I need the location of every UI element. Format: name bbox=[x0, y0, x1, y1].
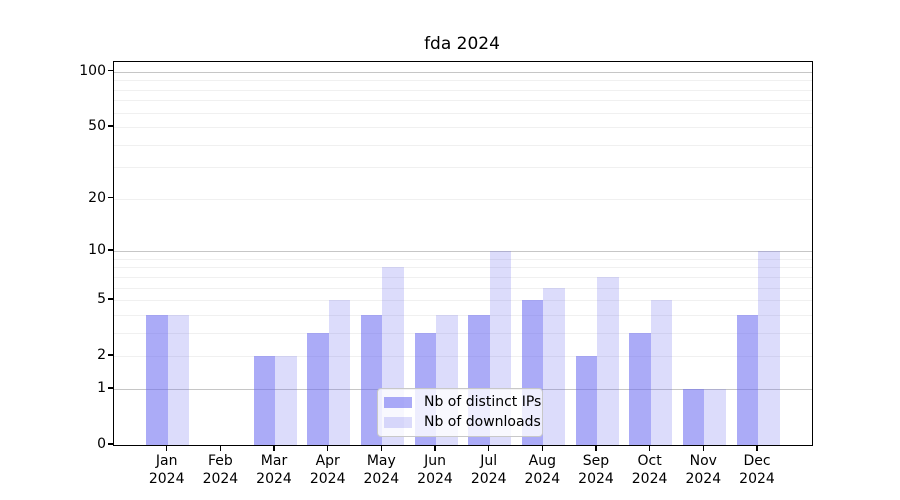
legend-entry-downloads: Nb of downloads bbox=[384, 414, 541, 431]
bar-downloads bbox=[167, 314, 190, 445]
y-tick-mark bbox=[108, 443, 113, 445]
bar-downloads bbox=[328, 300, 351, 445]
x-tick-mark bbox=[165, 445, 168, 451]
minor-gridline bbox=[114, 332, 812, 334]
minor-gridline bbox=[114, 356, 812, 358]
minor-gridline bbox=[114, 198, 812, 200]
x-tick-label: Apr 2024 bbox=[309, 453, 346, 487]
x-tick-mark bbox=[595, 445, 597, 451]
bar-downloads bbox=[704, 388, 726, 445]
minor-gridline bbox=[114, 300, 812, 302]
x-tick-mark bbox=[273, 445, 275, 451]
bar-downloads bbox=[275, 356, 297, 445]
minor-gridline bbox=[114, 144, 812, 146]
x-tick-label: Sep 2024 bbox=[578, 453, 614, 487]
bar-downloads bbox=[758, 251, 780, 445]
bar-distinct-ips bbox=[360, 314, 383, 445]
y-tick-label: 2 bbox=[97, 347, 106, 364]
x-tick-mark bbox=[541, 445, 544, 451]
y-tick-label: 1 bbox=[97, 379, 106, 396]
minor-gridline bbox=[114, 287, 812, 289]
y-tick-label: 0 bbox=[97, 436, 106, 452]
x-tick-label: Jun 2024 bbox=[417, 453, 453, 487]
legend-label-downloads: Nb of downloads bbox=[424, 414, 541, 430]
minor-gridline bbox=[114, 167, 812, 169]
y-tick-label: 5 bbox=[97, 291, 106, 308]
bar-distinct-ips bbox=[682, 388, 705, 445]
legend-label-distinct-ips: Nb of distinct IPs bbox=[424, 394, 542, 410]
bar-distinct-ips bbox=[146, 314, 168, 445]
y-tick-mark bbox=[108, 125, 113, 127]
y-tick-mark bbox=[108, 69, 113, 72]
x-tick-label: Mar 2024 bbox=[256, 453, 292, 487]
y-tick-mark bbox=[108, 249, 113, 251]
x-tick-mark bbox=[487, 445, 490, 451]
x-tick-label: Jul 2024 bbox=[470, 453, 507, 487]
y-tick-mark bbox=[108, 387, 113, 389]
y-tick-label: 10 bbox=[88, 242, 106, 258]
minor-gridline bbox=[114, 89, 812, 91]
x-tick-mark bbox=[434, 445, 436, 451]
bar-downloads bbox=[543, 287, 565, 445]
minor-gridline bbox=[114, 258, 812, 260]
minor-gridline bbox=[114, 276, 812, 278]
x-tick-mark bbox=[702, 445, 705, 451]
x-tick-label: Aug 2024 bbox=[524, 453, 561, 487]
x-tick-label: Nov 2024 bbox=[685, 453, 722, 487]
x-tick-mark bbox=[219, 445, 222, 451]
x-tick-mark bbox=[648, 445, 651, 451]
bar-downloads bbox=[650, 300, 673, 445]
y-tick-mark bbox=[108, 298, 113, 300]
minor-gridline bbox=[114, 80, 812, 82]
legend-entry-distinct-ips: Nb of distinct IPs bbox=[384, 394, 541, 411]
x-tick-label: Dec 2024 bbox=[739, 453, 775, 487]
major-gridline bbox=[114, 251, 812, 252]
grid-layer bbox=[114, 62, 812, 445]
minor-gridline bbox=[114, 267, 812, 269]
legend-swatch-downloads bbox=[384, 417, 412, 428]
x-tick-mark bbox=[756, 445, 758, 451]
bar-distinct-ips bbox=[629, 332, 651, 445]
minor-gridline bbox=[114, 100, 812, 102]
legend-swatch-distinct-ips bbox=[384, 397, 412, 408]
bar-distinct-ips bbox=[575, 356, 597, 445]
y-tick-label: 100 bbox=[79, 62, 106, 79]
x-tick-mark bbox=[326, 445, 329, 451]
x-tick-label: Jan 2024 bbox=[148, 453, 185, 487]
x-tick-mark bbox=[380, 445, 383, 451]
y-tick-mark bbox=[108, 196, 113, 199]
x-tick-label: Oct 2024 bbox=[631, 453, 668, 487]
x-tick-label: May 2024 bbox=[363, 453, 400, 487]
minor-gridline bbox=[114, 112, 812, 114]
y-tick-label: 50 bbox=[88, 118, 106, 134]
legend: Nb of distinct IPs Nb of downloads bbox=[377, 388, 543, 437]
bar-downloads bbox=[597, 276, 619, 445]
bar-distinct-ips bbox=[253, 356, 275, 445]
y-tick-mark bbox=[108, 354, 113, 356]
x-tick-label: Feb 2024 bbox=[202, 453, 239, 487]
y-tick-label: 20 bbox=[88, 189, 106, 206]
minor-gridline bbox=[114, 314, 812, 316]
major-gridline bbox=[114, 71, 812, 73]
bar-distinct-ips bbox=[736, 314, 758, 445]
chart-title: fda 2024 bbox=[424, 34, 500, 54]
minor-gridline bbox=[114, 127, 812, 128]
bar-distinct-ips bbox=[307, 332, 329, 445]
